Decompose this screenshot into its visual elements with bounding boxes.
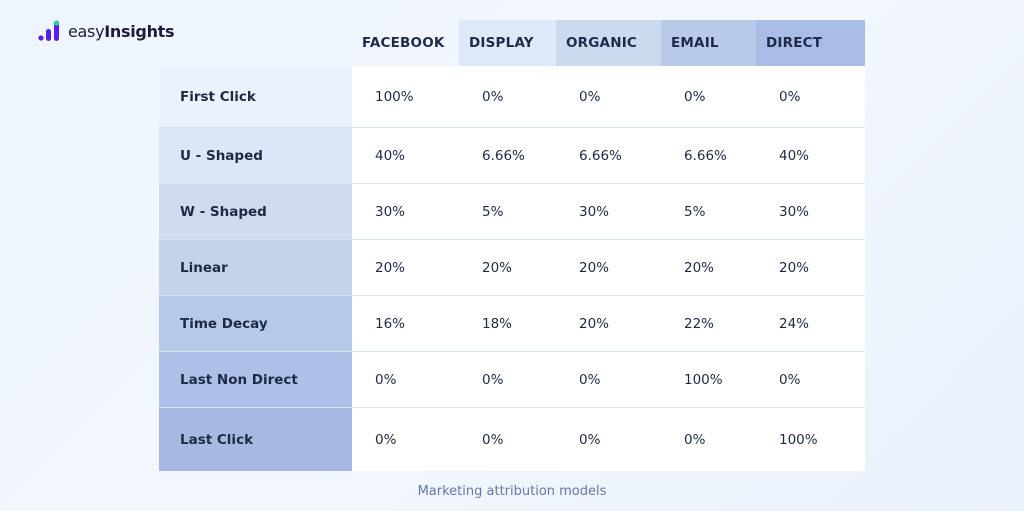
row-label: First Click	[159, 66, 352, 127]
row-label: U - Shaped	[159, 128, 352, 183]
table-cell: 20%	[684, 259, 715, 276]
table-cell: 100%	[779, 431, 818, 448]
row-label: Time Decay	[159, 296, 352, 351]
logo-text: easyInsights	[68, 21, 175, 41]
row-label: W - Shaped	[159, 184, 352, 239]
table-cell: 0%	[375, 431, 397, 448]
logo-text-bold: Insights	[104, 21, 175, 41]
column-header: FACEBOOK	[362, 35, 445, 51]
table-cell: 5%	[482, 203, 504, 220]
table-cell: 30%	[779, 203, 810, 220]
row-label: Linear	[159, 240, 352, 295]
attribution-table: FACEBOOK DISPLAY ORGANIC EMAIL DIRECT First …	[159, 20, 865, 471]
row-label: Last Non Direct	[159, 352, 352, 407]
table-cell: 40%	[375, 147, 406, 164]
table-cell: 0%	[579, 371, 601, 388]
table-cell: 20%	[482, 259, 513, 276]
table-cell: 0%	[375, 371, 397, 388]
table-row: First Click 100% 0% 0% 0% 0%	[159, 66, 865, 128]
table-cell: 0%	[779, 371, 801, 388]
table-cell: 20%	[375, 259, 406, 276]
row-label: Last Click	[159, 408, 352, 471]
table-cell: 24%	[779, 315, 810, 332]
table-body: First Click 100% 0% 0% 0% 0% U - Shaped 40% 6.66…	[159, 66, 865, 471]
table-cell: 16%	[375, 315, 406, 332]
column-header: EMAIL	[661, 20, 756, 66]
column-header: DIRECT	[756, 20, 865, 66]
table-cell: 0%	[482, 431, 504, 448]
table-row: W - Shaped 30% 5% 30% 5% 30%	[159, 184, 865, 240]
bar-chart-logo-icon	[38, 20, 60, 41]
table-cell: 0%	[579, 88, 601, 105]
table-cell: 6.66%	[684, 147, 727, 164]
table-cell: 0%	[482, 371, 504, 388]
table-cell: 0%	[684, 88, 706, 105]
table-cell: 100%	[375, 88, 414, 105]
table-cell: 30%	[579, 203, 610, 220]
table-cell: 0%	[482, 88, 504, 105]
table-row: Time Decay 16% 18% 20% 22% 24%	[159, 296, 865, 352]
table-cell: 0%	[684, 431, 706, 448]
table-cell: 0%	[779, 88, 801, 105]
table-cell: 30%	[375, 203, 406, 220]
header-row: FACEBOOK DISPLAY ORGANIC EMAIL DIRECT	[352, 20, 865, 66]
column-header: DISPLAY	[459, 20, 556, 66]
table-cell: 6.66%	[579, 147, 622, 164]
table-cell: 5%	[684, 203, 706, 220]
table-cell: 40%	[779, 147, 810, 164]
caption: Marketing attribution models	[417, 484, 607, 499]
table-cell: 20%	[779, 259, 810, 276]
table-cell: 100%	[684, 371, 723, 388]
table-row: Linear 20% 20% 20% 20% 20%	[159, 240, 865, 296]
table-row: U - Shaped 40% 6.66% 6.66% 6.66% 40%	[159, 128, 865, 184]
column-header: ORGANIC	[556, 20, 661, 66]
table-cell: 6.66%	[482, 147, 525, 164]
table-cell: 18%	[482, 315, 513, 332]
table-row: Last Click 0% 0% 0% 0% 100%	[159, 408, 865, 471]
table-row: Last Non Direct 0% 0% 0% 100% 0%	[159, 352, 865, 408]
table-cell: 0%	[579, 431, 601, 448]
table-cell: 22%	[684, 315, 715, 332]
table-cell: 20%	[579, 315, 610, 332]
table-cell: 20%	[579, 259, 610, 276]
logo-text-light: easy	[68, 21, 105, 41]
logo: easyInsights	[38, 20, 175, 42]
